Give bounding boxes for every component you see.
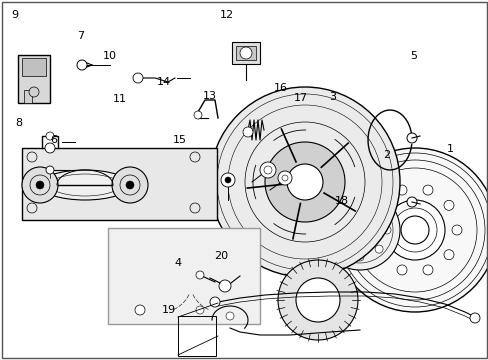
Circle shape: [135, 305, 145, 315]
Circle shape: [355, 199, 363, 207]
Circle shape: [278, 260, 357, 340]
Text: 18: 18: [335, 196, 348, 206]
Bar: [108, 228, 260, 324]
Bar: [24, 90, 32, 103]
Circle shape: [225, 312, 234, 320]
Circle shape: [46, 132, 54, 140]
Text: 4: 4: [175, 258, 182, 268]
Circle shape: [22, 167, 58, 203]
Circle shape: [355, 253, 363, 261]
Text: 17: 17: [293, 93, 307, 103]
Bar: [18, 55, 50, 103]
Circle shape: [375, 250, 385, 260]
Circle shape: [374, 207, 382, 215]
Bar: [178, 316, 216, 356]
Circle shape: [209, 87, 399, 277]
Circle shape: [209, 297, 220, 307]
Circle shape: [278, 171, 291, 185]
Circle shape: [219, 280, 230, 292]
Circle shape: [194, 111, 202, 119]
Circle shape: [443, 250, 453, 260]
Circle shape: [221, 173, 235, 187]
Bar: [22, 148, 217, 220]
Circle shape: [260, 162, 275, 178]
Circle shape: [29, 87, 39, 97]
Text: 20: 20: [214, 251, 227, 261]
Circle shape: [336, 207, 344, 215]
Text: 13: 13: [203, 91, 217, 102]
Circle shape: [396, 265, 406, 275]
Text: 6: 6: [50, 135, 57, 145]
Polygon shape: [123, 288, 196, 318]
Circle shape: [336, 245, 344, 253]
Circle shape: [367, 225, 377, 235]
Text: 10: 10: [103, 51, 117, 61]
Circle shape: [286, 164, 323, 200]
Circle shape: [375, 200, 385, 210]
Circle shape: [341, 212, 377, 248]
Circle shape: [133, 73, 142, 83]
Text: 5: 5: [409, 51, 416, 61]
Circle shape: [328, 226, 336, 234]
Circle shape: [319, 190, 399, 270]
Circle shape: [243, 127, 252, 137]
Text: 3: 3: [328, 92, 335, 102]
Circle shape: [451, 225, 461, 235]
Circle shape: [196, 271, 203, 279]
Text: 16: 16: [274, 83, 287, 93]
Circle shape: [45, 143, 55, 153]
Circle shape: [332, 148, 488, 312]
Bar: [236, 46, 256, 60]
Circle shape: [400, 216, 428, 244]
Text: 14: 14: [157, 77, 170, 87]
Polygon shape: [185, 288, 258, 318]
Circle shape: [36, 181, 44, 189]
Circle shape: [240, 47, 251, 59]
Bar: [231, 42, 260, 64]
Circle shape: [196, 306, 203, 314]
Circle shape: [264, 142, 345, 222]
Text: 12: 12: [220, 10, 234, 20]
Text: 9: 9: [11, 10, 18, 20]
Circle shape: [406, 197, 416, 207]
Circle shape: [46, 166, 54, 174]
Circle shape: [224, 177, 230, 183]
Circle shape: [295, 278, 339, 322]
Circle shape: [443, 200, 453, 210]
Text: 19: 19: [162, 305, 175, 315]
Text: 8: 8: [15, 118, 22, 128]
Text: 11: 11: [113, 94, 126, 104]
Circle shape: [469, 313, 479, 323]
Circle shape: [112, 167, 148, 203]
Text: 1: 1: [446, 144, 452, 154]
Circle shape: [422, 265, 432, 275]
Circle shape: [396, 185, 406, 195]
Ellipse shape: [40, 170, 130, 200]
Circle shape: [264, 166, 271, 174]
Circle shape: [406, 133, 416, 143]
Circle shape: [126, 181, 134, 189]
Circle shape: [77, 60, 87, 70]
Circle shape: [422, 185, 432, 195]
Circle shape: [384, 200, 444, 260]
Circle shape: [382, 226, 390, 234]
Circle shape: [374, 245, 382, 253]
Bar: [22, 58, 46, 76]
Text: 2: 2: [382, 150, 389, 160]
Text: 7: 7: [77, 31, 84, 41]
Text: 15: 15: [173, 135, 186, 145]
